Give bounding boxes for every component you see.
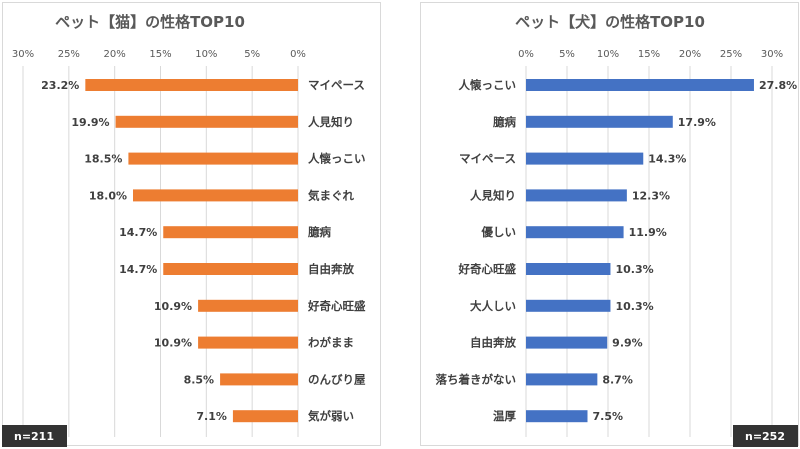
cat-category-label: 気が弱い: [308, 409, 354, 423]
dog-bar: [526, 189, 627, 202]
dog-value-label: 11.9%: [629, 226, 667, 239]
cat-bar: [133, 189, 298, 202]
dog-value-label: 10.3%: [615, 263, 653, 276]
cat-value-label: 14.7%: [119, 263, 157, 276]
cat-tick-label: 15%: [149, 49, 171, 60]
cat-sample-size: n=211: [14, 430, 54, 443]
dog-value-label: 9.9%: [612, 337, 643, 350]
cat-category-label: マイペース: [308, 78, 365, 92]
cat-value-label: 19.9%: [71, 116, 109, 129]
dog-category-label: 大人しい: [470, 299, 516, 313]
dog-value-label: 14.3%: [648, 153, 686, 166]
dog-value-label: 27.8%: [759, 79, 797, 92]
cat-value-label: 10.9%: [154, 337, 192, 350]
dog-chart-title: ペット【犬】の性格TOP10: [515, 13, 705, 31]
cat-value-label: 18.0%: [89, 189, 127, 202]
dog-tick-label: 10%: [597, 49, 619, 60]
cat-value-label: 23.2%: [41, 79, 79, 92]
cat-bar: [85, 79, 298, 91]
cat-value-label: 7.1%: [196, 410, 227, 423]
dog-bar: [526, 410, 588, 423]
cat-bar: [198, 336, 298, 349]
dog-category-label: 人見知り: [470, 188, 516, 202]
dog-tick-label: 25%: [720, 49, 742, 60]
cat-category-label: 気まぐれ: [308, 188, 354, 202]
dog-tick-label: 20%: [679, 49, 701, 60]
cat-bar: [163, 263, 298, 275]
cat-category-label: わがまま: [308, 336, 354, 350]
dog-category-label: 自由奔放: [470, 336, 516, 350]
dog-bar: [526, 263, 611, 275]
dog-bar: [526, 152, 644, 165]
cat-value-label: 10.9%: [154, 300, 192, 313]
dog-bar: [526, 226, 624, 239]
dog-value-label: 17.9%: [678, 116, 716, 129]
dog-category-label: 落ち着きがない: [436, 372, 517, 386]
cat-sample-size-badge: [2, 425, 67, 447]
cat-category-label: 臆病: [307, 225, 331, 239]
cat-tick-label: 5%: [244, 49, 260, 60]
dog-value-label: 12.3%: [632, 189, 670, 202]
dog-category-label: 好奇心旺盛: [458, 262, 517, 276]
cat-chart-frame: [2, 2, 381, 446]
cat-tick-label: 10%: [195, 49, 217, 60]
cat-bar: [163, 226, 298, 239]
cat-tick-label: 25%: [58, 49, 80, 60]
dog-value-label: 8.7%: [602, 373, 633, 386]
cat-bar: [220, 373, 298, 386]
dog-category-label: 人懐っこい: [459, 78, 517, 92]
dog-tick-label: 15%: [638, 49, 660, 60]
dog-category-label: 優しい: [481, 225, 517, 239]
cat-value-label: 8.5%: [184, 373, 215, 386]
cat-bar: [115, 115, 298, 128]
cat-chart-title: ペット【猫】の性格TOP10: [55, 13, 245, 31]
dog-tick-label: 5%: [559, 49, 575, 60]
cat-category-label: のんびり屋: [308, 372, 366, 386]
cat-bar: [128, 152, 298, 165]
cat-category-label: 人懐っこい: [308, 152, 366, 166]
dog-category-label: マイペース: [459, 152, 516, 166]
cat-value-label: 14.7%: [119, 226, 157, 239]
cat-bar: [198, 299, 298, 312]
cat-value-label: 18.5%: [84, 153, 122, 166]
dog-category-label: 臆病: [492, 115, 516, 129]
dog-value-label: 7.5%: [593, 410, 624, 423]
dog-value-label: 10.3%: [615, 300, 653, 313]
cat-category-label: 人見知り: [308, 115, 354, 129]
cat-tick-label: 20%: [104, 49, 126, 60]
dog-bar: [526, 299, 611, 312]
dog-sample-size-badge: [733, 425, 798, 447]
cat-category-label: 好奇心旺盛: [307, 299, 366, 313]
dog-tick-label: 30%: [761, 49, 783, 60]
dog-bar: [526, 336, 608, 349]
dog-bar: [526, 115, 673, 128]
dog-bar: [526, 79, 754, 91]
dog-tick-label: 0%: [518, 49, 534, 60]
cat-bar: [232, 410, 298, 423]
cat-tick-label: 0%: [290, 49, 306, 60]
cat-tick-label: 30%: [12, 49, 34, 60]
dog-chart-frame: [420, 2, 799, 446]
dog-category-label: 温厚: [493, 409, 516, 423]
cat-category-label: 自由奔放: [308, 262, 354, 276]
dog-bar: [526, 373, 598, 386]
dog-sample-size: n=252: [745, 430, 785, 443]
